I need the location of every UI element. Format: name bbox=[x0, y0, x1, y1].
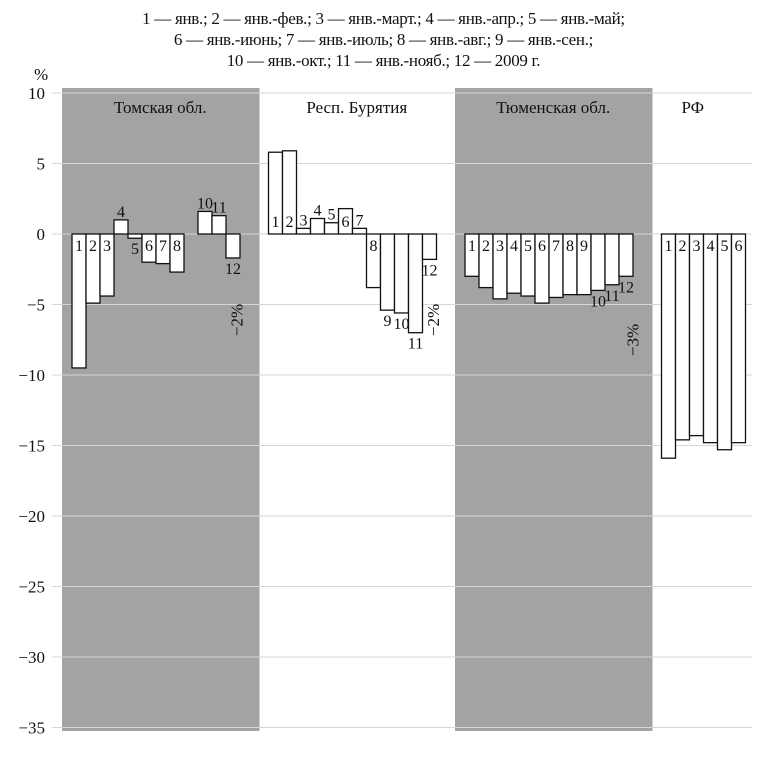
y-tick-label: 5 bbox=[37, 155, 46, 174]
bar bbox=[702, 233, 719, 444]
y-tick-label: −20 bbox=[18, 507, 45, 526]
bar-label: 7 bbox=[356, 212, 364, 229]
bar-label: 10 bbox=[590, 293, 606, 310]
chart-legend: 1 — янв.; 2 — янв.-фев.; 3 — янв.-март.;… bbox=[0, 8, 767, 71]
average-annotation: −2% bbox=[228, 304, 247, 336]
y-tick-label: −5 bbox=[27, 296, 45, 315]
bar-label: 1 bbox=[75, 238, 83, 255]
bar bbox=[337, 207, 354, 235]
bar bbox=[169, 233, 185, 273]
bar-label: 9 bbox=[384, 313, 392, 330]
group-shade bbox=[62, 88, 260, 731]
bar-label: 1 bbox=[665, 238, 673, 255]
bar-label: 11 bbox=[408, 336, 423, 353]
bar-label: 5 bbox=[328, 207, 336, 224]
bar bbox=[323, 222, 340, 235]
bar-label: 4 bbox=[117, 204, 125, 221]
bar bbox=[604, 233, 620, 286]
y-tick-label: −30 bbox=[18, 648, 45, 667]
group-title: Респ. Бурятия bbox=[306, 98, 407, 117]
bar-label: 7 bbox=[159, 238, 167, 255]
bar-label: 12 bbox=[618, 279, 634, 296]
bar bbox=[351, 227, 368, 235]
bar bbox=[674, 233, 691, 441]
bar-label: 6 bbox=[735, 238, 743, 255]
legend-line-1: 1 — янв.; 2 — янв.-фев.; 3 — янв.-март.;… bbox=[142, 9, 625, 28]
bar-label: 9 bbox=[580, 238, 588, 255]
bar-label: 3 bbox=[693, 238, 701, 255]
bar bbox=[660, 233, 677, 459]
bar-label: 5 bbox=[721, 238, 729, 255]
bar-label: 8 bbox=[173, 238, 181, 255]
bar-label: 6 bbox=[342, 214, 350, 231]
bar bbox=[716, 233, 733, 451]
bar-label: 3 bbox=[496, 238, 504, 255]
bar-label: 12 bbox=[225, 261, 241, 278]
bar-label: 4 bbox=[510, 238, 518, 255]
bar bbox=[211, 215, 227, 235]
bar-label: 12 bbox=[422, 262, 438, 279]
bar bbox=[197, 210, 213, 235]
y-axis-label: % bbox=[34, 65, 48, 84]
bar bbox=[127, 233, 143, 239]
bar-label: 8 bbox=[566, 238, 574, 255]
group-title: Тюменская обл. bbox=[496, 98, 610, 117]
bar-label: 8 bbox=[370, 238, 378, 255]
legend-line-3: 10 — янв.-окт.; 11 — янв.-нояб.; 12 — 20… bbox=[226, 51, 541, 70]
bar-label: 4 bbox=[707, 238, 715, 255]
bar-label: 1 bbox=[468, 238, 476, 255]
bar-label: 2 bbox=[482, 238, 490, 255]
bar-label: 2 bbox=[679, 238, 687, 255]
y-tick-label: −25 bbox=[18, 578, 45, 597]
y-tick-label: −35 bbox=[18, 719, 45, 738]
bar bbox=[688, 233, 705, 437]
bar bbox=[618, 233, 634, 277]
bar-label: 7 bbox=[552, 238, 560, 255]
bar-label: 10 bbox=[197, 195, 213, 212]
y-tick-label: 0 bbox=[37, 225, 46, 244]
group-shade bbox=[455, 88, 653, 731]
average-annotation: −2% bbox=[424, 304, 443, 336]
bar-label: 10 bbox=[394, 316, 410, 333]
bar-label: 5 bbox=[524, 238, 532, 255]
bar bbox=[379, 233, 396, 311]
bar bbox=[407, 233, 424, 334]
group-title: Томская обл. bbox=[114, 98, 207, 117]
y-tick-label: −10 bbox=[18, 366, 45, 385]
bar-label: 2 bbox=[89, 238, 97, 255]
bar bbox=[113, 219, 129, 235]
bar-label: 4 bbox=[314, 202, 322, 219]
bar bbox=[99, 233, 115, 297]
bar bbox=[225, 233, 241, 259]
group-title: РФ bbox=[682, 98, 705, 117]
bar-label: 3 bbox=[300, 212, 308, 229]
bar-label: 5 bbox=[131, 241, 139, 258]
bar-label: 6 bbox=[145, 238, 153, 255]
bar-label: 11 bbox=[604, 288, 619, 305]
bar bbox=[393, 233, 410, 314]
bar-label: 6 bbox=[538, 238, 546, 255]
bar-label: 1 bbox=[272, 214, 280, 231]
bar bbox=[421, 233, 438, 261]
bar-label: 3 bbox=[103, 238, 111, 255]
y-tick-label: −15 bbox=[18, 437, 45, 456]
bar bbox=[281, 150, 298, 235]
average-annotation: −3% bbox=[624, 324, 643, 356]
bar bbox=[590, 233, 606, 292]
bar bbox=[730, 233, 747, 444]
y-tick-label: 10 bbox=[28, 84, 45, 103]
legend-line-2: 6 — янв.-июнь; 7 — янв.-июль; 8 — янв.-а… bbox=[173, 30, 594, 49]
bar-label: 2 bbox=[286, 214, 294, 231]
bar bbox=[309, 217, 326, 235]
bar-label: 11 bbox=[211, 200, 226, 217]
